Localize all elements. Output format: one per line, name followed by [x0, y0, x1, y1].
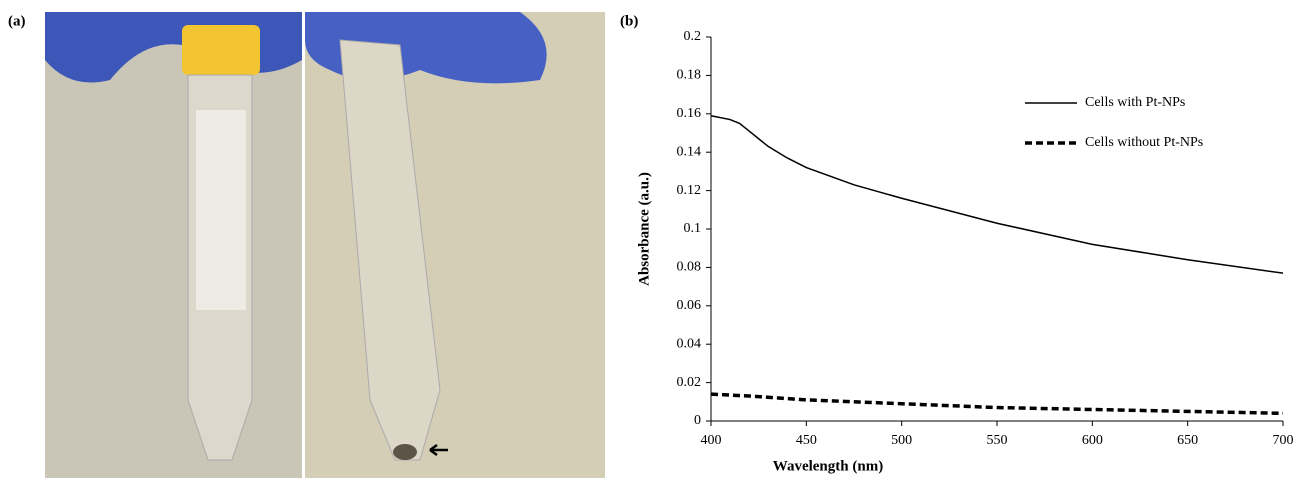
y-tick-label: 0.04 [677, 336, 702, 351]
y-tick-label: 0.12 [677, 183, 702, 198]
y-tick-label: 0.16 [677, 106, 702, 121]
y-axis-label: Absorbance (a.u.) [636, 172, 652, 286]
panel-label: (a) [8, 13, 26, 29]
line [710, 392, 1284, 416]
y-tick-label: 0.14 [677, 144, 702, 159]
x-tick-label: 450 [796, 433, 817, 448]
x-tick-label: 400 [701, 433, 722, 448]
y-tick-label: 0.1 [684, 221, 702, 236]
y-tick-label: 0.2 [684, 29, 702, 44]
y-tick-label: 0 [694, 413, 701, 428]
x-tick-label: 500 [891, 433, 912, 448]
photo [45, 12, 605, 478]
x-tick-label: 700 [1273, 433, 1294, 448]
y-tick-label: 0.02 [677, 375, 702, 390]
panel-label: (b) [620, 13, 638, 29]
line [710, 114, 1284, 274]
x-axis-label: Wavelength (nm) [773, 458, 883, 474]
legend-label: Cells without Pt-NPs [1085, 135, 1203, 150]
y-tick-label: 0.08 [677, 260, 702, 275]
y-tick-label: 0.06 [677, 298, 702, 313]
y-tick-label: 0.18 [677, 68, 702, 83]
x-tick-label: 600 [1082, 433, 1103, 448]
x-tick-label: 550 [987, 433, 1008, 448]
x-tick-label: 650 [1177, 433, 1198, 448]
legend-label: Cells with Pt-NPs [1085, 95, 1185, 110]
